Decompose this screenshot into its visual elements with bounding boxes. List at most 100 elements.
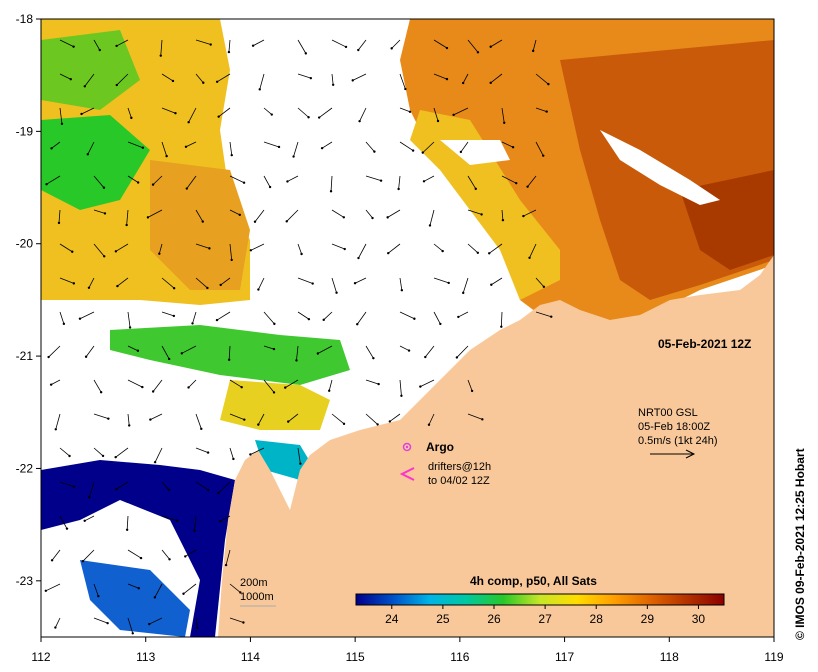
current-arrow xyxy=(81,107,95,115)
current-arrow xyxy=(453,107,469,116)
current-arrow xyxy=(285,379,299,388)
current-arrow-head xyxy=(295,359,298,362)
colorbar-tick-label: 24 xyxy=(385,612,399,626)
current-arrow-head xyxy=(49,383,53,386)
current-arrow-head xyxy=(136,349,140,352)
current-arrow xyxy=(391,39,401,49)
current-arrow-head xyxy=(476,251,480,255)
current-arrow xyxy=(218,481,231,494)
current-arrow xyxy=(51,549,61,561)
current-arrow xyxy=(354,277,367,284)
current-arrow-head xyxy=(47,355,50,359)
current-arrow xyxy=(195,73,204,84)
current-arrow-head xyxy=(107,417,110,420)
current-arrow xyxy=(115,447,129,458)
current-arrow xyxy=(365,175,382,182)
current-arrow-head xyxy=(462,291,465,295)
current-arrow-head xyxy=(128,326,132,329)
current-arrow xyxy=(263,107,273,115)
current-arrow-head xyxy=(515,181,518,185)
current-arrow xyxy=(116,481,129,490)
isobath-200-label: 200m xyxy=(240,577,268,589)
current-arrow xyxy=(59,515,68,529)
current-arrow xyxy=(183,583,197,595)
current-arrow xyxy=(161,515,178,522)
current-arrow-head xyxy=(87,286,91,290)
current-arrow-head xyxy=(357,48,360,52)
current-arrow-head xyxy=(97,594,100,598)
current-arrow xyxy=(93,209,106,214)
current-arrow-head xyxy=(141,385,144,389)
colorbar-tick-label: 29 xyxy=(641,612,655,626)
current-arrow-head xyxy=(419,385,422,388)
current-arrow xyxy=(501,107,505,123)
current-arrow-head xyxy=(343,247,346,251)
current-arrow-head xyxy=(209,43,212,46)
current-arrow-head xyxy=(125,223,128,227)
current-arrow-head xyxy=(72,45,75,48)
current-arrow-head xyxy=(422,180,426,183)
colorbar-ticks: 24 25 26 27 28 29 30 xyxy=(385,605,705,626)
current-arrow xyxy=(258,277,265,290)
current-arrow xyxy=(127,617,134,634)
x-tick-label: 113 xyxy=(136,650,155,664)
current-arrow xyxy=(84,515,95,522)
current-arrow xyxy=(88,277,95,288)
current-arrow xyxy=(126,515,129,530)
current-arrow-head xyxy=(286,180,289,183)
current-arrow-head xyxy=(172,286,176,290)
current-arrow xyxy=(216,73,231,83)
current-arrow-head xyxy=(125,528,129,531)
current-arrow xyxy=(433,107,439,122)
current-arrow xyxy=(467,413,483,420)
current-arrow-head xyxy=(187,121,190,124)
date-label: 05-Feb-2021 12Z xyxy=(658,337,751,351)
current-arrow xyxy=(462,73,469,84)
current-arrow xyxy=(58,209,61,223)
current-arrow-head xyxy=(270,113,273,116)
current-arrow xyxy=(59,277,74,284)
current-arrow xyxy=(127,311,131,328)
current-arrow xyxy=(365,413,378,425)
current-arrow xyxy=(195,481,209,491)
current-arrow-head xyxy=(331,83,335,86)
current-arrow xyxy=(48,345,61,358)
current-info-line1: NRT00 GSL xyxy=(638,407,698,419)
x-tick-label: 117 xyxy=(555,650,574,664)
current-arrow-head xyxy=(397,187,400,191)
current-arrow xyxy=(263,141,280,148)
current-arrow-head xyxy=(439,322,442,326)
current-arrow-head xyxy=(84,355,88,358)
current-arrow-head xyxy=(550,315,553,318)
current-arrow xyxy=(331,243,345,250)
current-arrow xyxy=(535,277,545,288)
current-arrow xyxy=(321,141,333,149)
current-arrow-head xyxy=(65,527,69,530)
current-arrow-head xyxy=(148,622,151,626)
current-arrow xyxy=(188,107,197,123)
current-arrow xyxy=(194,515,197,531)
current-arrow-head xyxy=(44,589,48,592)
current-arrow xyxy=(158,243,163,254)
current-arrow-head xyxy=(200,427,203,431)
blue-patch-south xyxy=(80,560,190,637)
current-arrow xyxy=(535,311,552,318)
current-arrow xyxy=(59,73,71,80)
current-arrow-head xyxy=(424,355,427,359)
current-arrow-head xyxy=(217,491,220,495)
current-arrow xyxy=(330,175,333,192)
current-arrow-head xyxy=(257,288,260,291)
current-arrow xyxy=(358,243,367,259)
current-arrow-head xyxy=(139,556,143,560)
current-arrow xyxy=(527,175,537,187)
current-arrow-head xyxy=(445,77,449,81)
current-scale-arrow-icon xyxy=(650,449,696,459)
current-arrow-head xyxy=(206,451,210,454)
current-arrow-head xyxy=(227,50,231,54)
current-arrow xyxy=(263,379,275,393)
current-arrow xyxy=(297,73,311,79)
current-arrow-head xyxy=(268,185,272,189)
current-arrow xyxy=(127,549,142,559)
current-arrow-head xyxy=(311,282,314,285)
current-arrow-head xyxy=(81,559,85,563)
